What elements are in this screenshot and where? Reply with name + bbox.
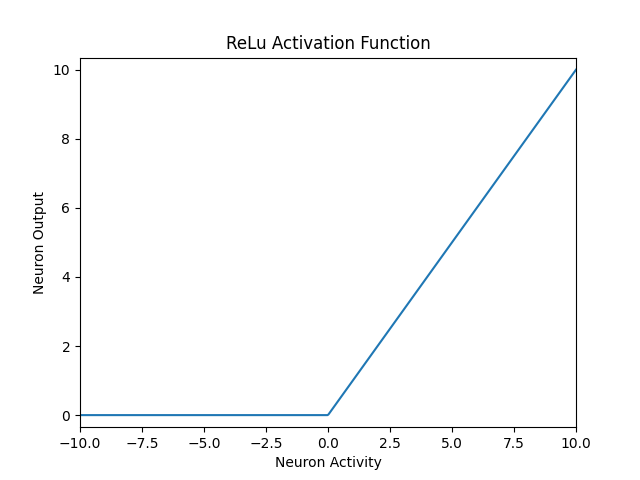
Title: ReLu Activation Function: ReLu Activation Function (226, 35, 430, 53)
Y-axis label: Neuron Output: Neuron Output (33, 191, 47, 294)
X-axis label: Neuron Activity: Neuron Activity (275, 456, 381, 470)
